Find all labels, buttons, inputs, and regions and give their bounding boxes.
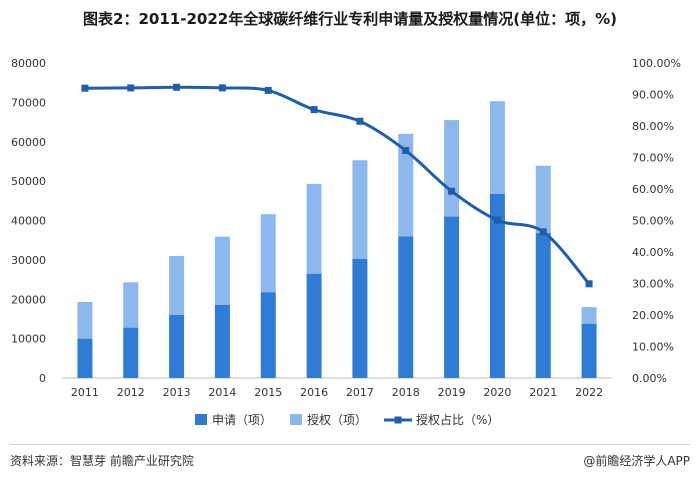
- legend-label-apply: 申请（项）: [212, 413, 272, 427]
- x-tick-label: 2019: [438, 386, 466, 399]
- x-tick-label: 2015: [254, 386, 282, 399]
- ratio-point: [264, 86, 272, 94]
- y-left-tick-label: 20000: [11, 293, 46, 306]
- bar-grant: [489, 101, 505, 194]
- ratio-point: [356, 117, 364, 125]
- bar-apply: [352, 258, 368, 378]
- y-right-tick-label: 70.00%: [632, 152, 674, 165]
- ratio-point: [493, 216, 501, 224]
- x-tick-label: 2014: [208, 386, 236, 399]
- footer: 资料来源：智慧芽 前瞻产业研究院 @前瞻经济学人APP: [10, 452, 690, 472]
- bar-grant: [352, 160, 368, 259]
- y-right-tick-label: 90.00%: [632, 89, 674, 102]
- ratio-point: [402, 147, 410, 155]
- y-right-tick-label: 0.00%: [632, 372, 667, 385]
- chart-canvas: 0 10000 20000 30000 40000 50000 60000 70000 8000…: [11, 57, 681, 427]
- y-left-tick-label: 40000: [11, 215, 46, 228]
- ratio-point: [539, 228, 547, 236]
- chart-title: 图表2：2011-2022年全球碳纤维行业专利申请量及授权量情况(单位：项，%): [83, 10, 617, 28]
- footer-divider: [10, 444, 690, 445]
- y-right-tick-label: 50.00%: [632, 215, 674, 228]
- x-tick-label: 2013: [163, 386, 191, 399]
- y-right-tick-label: 100.00%: [632, 57, 681, 70]
- ratio-point: [310, 106, 318, 114]
- source-note: 资料来源：智慧芽 前瞻产业研究院: [10, 454, 194, 468]
- x-tick-label: 2011: [71, 386, 99, 399]
- y-right-tick-label: 30.00%: [632, 278, 674, 291]
- bar-apply: [535, 233, 551, 378]
- bar-grant: [169, 255, 185, 315]
- y-right-tick-label: 20.00%: [632, 309, 674, 322]
- x-tick-label: 2016: [300, 386, 328, 399]
- x-tick-label: 2018: [392, 386, 420, 399]
- y-left-tick-label: 30000: [11, 254, 46, 267]
- y-right-tick-label: 60.00%: [632, 183, 674, 196]
- y-right-tick-label: 40.00%: [632, 246, 674, 259]
- x-tick-label: 2017: [346, 386, 374, 399]
- bar-apply: [444, 216, 460, 378]
- ratio-point: [218, 84, 226, 92]
- legend-label-ratio: 授权占比（%）: [416, 412, 499, 427]
- bar-grant: [77, 302, 93, 339]
- legend-label-grant: 授权（项）: [307, 412, 367, 427]
- bar-apply: [123, 327, 139, 378]
- legend-swatch-grant: [290, 414, 302, 425]
- y-right-tick-label: 10.00%: [632, 341, 674, 354]
- x-tick-label: 2012: [117, 386, 145, 399]
- bar-apply: [581, 323, 597, 378]
- bar-apply: [77, 338, 93, 378]
- ratio-point: [585, 280, 593, 288]
- app-credit: @前瞻经济学人APP: [583, 454, 690, 468]
- legend-swatch-apply: [195, 414, 207, 425]
- ratio-point: [448, 187, 456, 195]
- legend-marker-ratio: [394, 416, 402, 424]
- bar-grant: [535, 165, 551, 234]
- ratio-line: [84, 85, 591, 285]
- x-tick-label: 2022: [575, 386, 603, 399]
- ratio-point: [127, 84, 135, 92]
- bar-apply: [489, 193, 505, 378]
- y-left-tick-label: 60000: [11, 136, 46, 149]
- y-left-tick-label: 10000: [11, 333, 46, 346]
- y-right-tick-label: 80.00%: [632, 120, 674, 133]
- ratio-point: [81, 84, 89, 92]
- y-left-tick-label: 0: [39, 372, 46, 385]
- bar-apply: [214, 304, 230, 378]
- bar-grant: [260, 214, 276, 293]
- bar-grant: [581, 307, 597, 324]
- legend: [195, 414, 412, 425]
- x-tick-label: 2021: [529, 386, 557, 399]
- bar-grant: [398, 133, 414, 237]
- bar-apply: [169, 315, 185, 378]
- bar-grant: [123, 282, 139, 328]
- bar-grant: [444, 120, 460, 217]
- y-left-tick-label: 80000: [11, 57, 46, 70]
- ratio-point: [173, 83, 181, 91]
- bar-apply: [306, 273, 322, 378]
- bar-apply: [398, 236, 414, 378]
- x-tick-label: 2020: [483, 386, 511, 399]
- y-left-tick-label: 50000: [11, 175, 46, 188]
- bar-apply: [260, 292, 276, 378]
- y-left-tick-label: 70000: [11, 96, 46, 109]
- bar-grant: [214, 236, 230, 305]
- bar-grant: [306, 183, 322, 274]
